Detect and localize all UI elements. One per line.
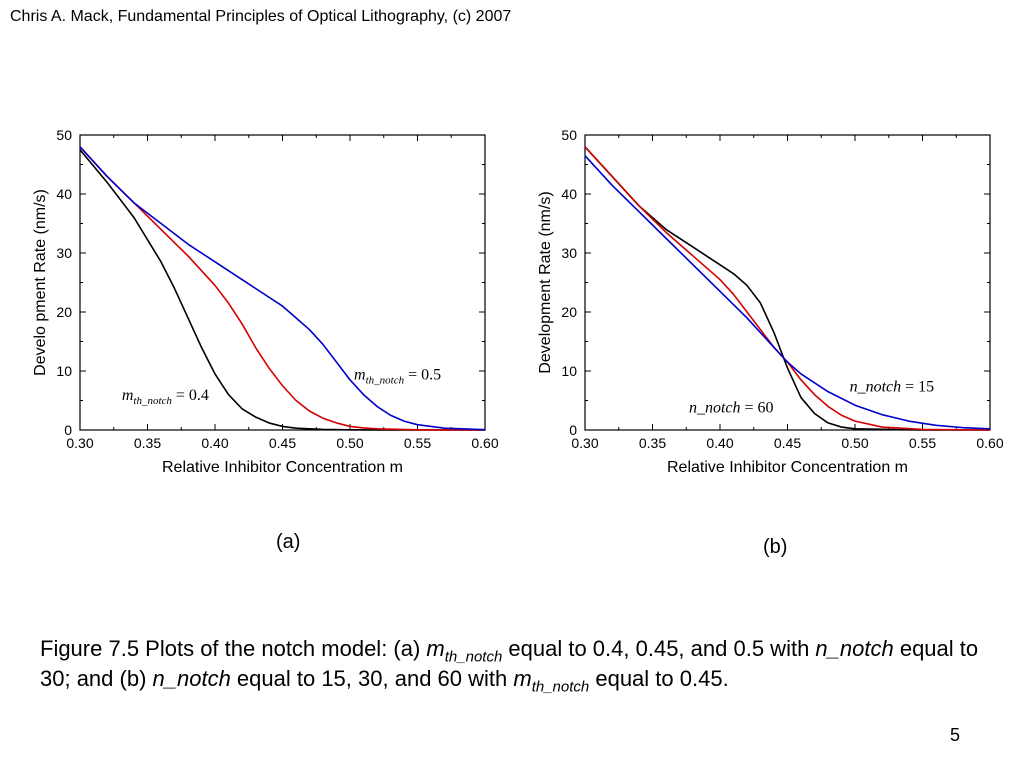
- x-tick-label: 0.45: [774, 435, 801, 451]
- caption-text-5: equal to 0.45.: [589, 666, 729, 691]
- annotation-var: m: [122, 387, 134, 404]
- page-number: 5: [950, 725, 961, 745]
- y-tick-label: 20: [56, 304, 72, 320]
- y-tick-label: 10: [561, 363, 577, 379]
- y-tick-label: 0: [64, 422, 72, 438]
- annotation-value: = 15: [901, 379, 934, 396]
- annotation-1: n_notch = 15: [850, 379, 935, 396]
- panel-a-label: (a): [276, 531, 301, 553]
- caption-m-var-1: m: [426, 636, 445, 661]
- series-line-2: [79, 146, 486, 431]
- caption-m-var-2: m: [513, 666, 532, 691]
- annotation-value: = 60: [740, 399, 773, 416]
- x-tick-label: 0.60: [976, 435, 1003, 451]
- annotation-2: mth_notch = 0.5: [354, 366, 441, 386]
- y-tick-label: 20: [561, 304, 577, 320]
- annotation-var: n_notch: [850, 379, 902, 396]
- x-tick-label: 0.40: [706, 435, 733, 451]
- chart-a: 0.30 0.35 0.40 0.45 0.50 0.55 0.60 0 10 20 30 40 50 R…: [32, 127, 499, 476]
- series-line-3: [79, 146, 486, 431]
- annotation-sub: th_notch: [366, 374, 405, 386]
- x-tick-label: 0.35: [134, 435, 161, 451]
- x-tick-label: 0.50: [841, 435, 868, 451]
- y-tick-label: 40: [561, 186, 577, 202]
- x-axis-label: Relative Inhibitor Concentration m: [667, 459, 908, 476]
- y-tick-label: 0: [569, 422, 577, 438]
- x-tick-label: 0.30: [66, 435, 93, 451]
- annotation-value: = 0.4: [172, 387, 209, 404]
- y-axis-label: Develo pment Rate (nm/s): [32, 189, 49, 376]
- caption-text-2: equal to 0.4, 0.45, and 0.5 with: [502, 636, 816, 661]
- series-line-1: [584, 146, 990, 431]
- y-tick-label: 50: [56, 127, 72, 143]
- annotation-var: m: [354, 366, 366, 383]
- chart-b: 0.30 0.35 0.40 0.45 0.50 0.55 0.60 0 10 20 30 40 50 R…: [537, 127, 1004, 476]
- caption-text-3: equal to 30; and (b): [40, 636, 979, 691]
- annotation-2: n_notch = 60: [689, 399, 774, 416]
- x-tick-label: 0.30: [571, 435, 598, 451]
- y-tick-label: 30: [56, 245, 72, 261]
- caption-n-var-1: n_notch: [815, 636, 894, 661]
- annotation-sub: th_notch: [133, 395, 172, 407]
- y-tick-label: 40: [56, 186, 72, 202]
- caption-n-var-2: n_notch: [152, 666, 231, 691]
- series-line-1: [79, 149, 485, 431]
- caption-text-1: Figure 7.5 Plots of the notch model: (a): [40, 636, 427, 661]
- x-tick-label: 0.55: [404, 435, 431, 451]
- figure-caption: Figure 7.5 Plots of the notch model: (a)…: [40, 634, 1000, 694]
- y-tick-label: 50: [561, 127, 577, 143]
- x-tick-label: 0.45: [269, 435, 296, 451]
- x-tick-label: 0.35: [639, 435, 666, 451]
- annotation-value: = 0.5: [404, 366, 441, 383]
- caption-m-sub-2: th_notch: [531, 678, 590, 696]
- caption-text-4: equal to 15, 30, and 60 with: [230, 666, 514, 691]
- x-tick-label: 0.50: [336, 435, 363, 451]
- series-line-3: [584, 155, 991, 430]
- y-tick-label: 30: [561, 245, 577, 261]
- y-axis-label: Development Rate (nm/s): [537, 191, 554, 373]
- annotation-var: n_notch: [689, 399, 741, 416]
- x-tick-label: 0.60: [471, 435, 498, 451]
- header-credit: Chris A. Mack, Fundamental Principles of…: [10, 8, 512, 25]
- panel-b-label: (b): [763, 536, 788, 558]
- annotation-1: mth_notch = 0.4: [122, 387, 209, 407]
- caption-m-sub-1: th_notch: [444, 648, 503, 666]
- x-axis-label: Relative Inhibitor Concentration m: [162, 459, 403, 476]
- x-tick-label: 0.55: [909, 435, 936, 451]
- x-tick-label: 0.40: [201, 435, 228, 451]
- y-tick-label: 10: [56, 363, 72, 379]
